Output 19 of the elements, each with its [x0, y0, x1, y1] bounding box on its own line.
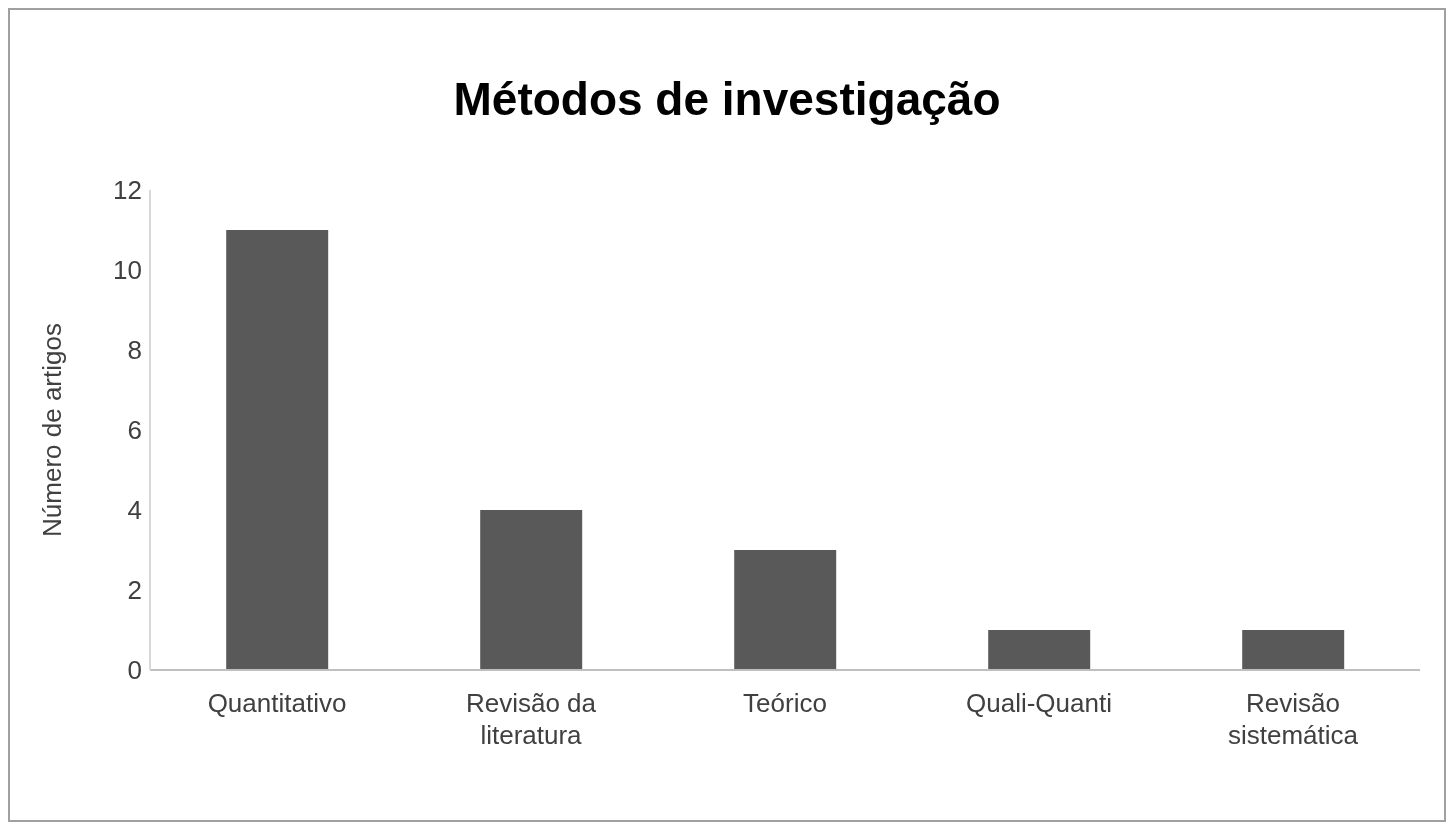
bar — [734, 550, 837, 670]
x-tick-label: Teórico — [743, 688, 827, 718]
chart-title: Métodos de investigação — [452, 72, 1002, 126]
bar — [226, 230, 329, 670]
bar — [480, 510, 583, 670]
x-tick-label: Revisão da literatura — [465, 688, 597, 750]
y-tick-label: 10 — [113, 255, 142, 286]
y-axis-title: Número de artigos — [37, 323, 68, 537]
y-tick-label: 2 — [127, 575, 142, 606]
bar — [1242, 630, 1345, 670]
bar — [988, 630, 1091, 670]
y-tick-label: 0 — [127, 655, 142, 686]
x-tick-label: Revisão sistemática — [1227, 688, 1359, 750]
y-tick-label: 4 — [127, 495, 142, 526]
y-tick-label: 12 — [113, 175, 142, 206]
x-tick-label: Quantitativo — [207, 688, 347, 718]
y-tick-label: 8 — [127, 335, 142, 366]
y-tick-label: 6 — [127, 415, 142, 446]
x-tick-label: Quali-Quanti — [966, 688, 1112, 718]
